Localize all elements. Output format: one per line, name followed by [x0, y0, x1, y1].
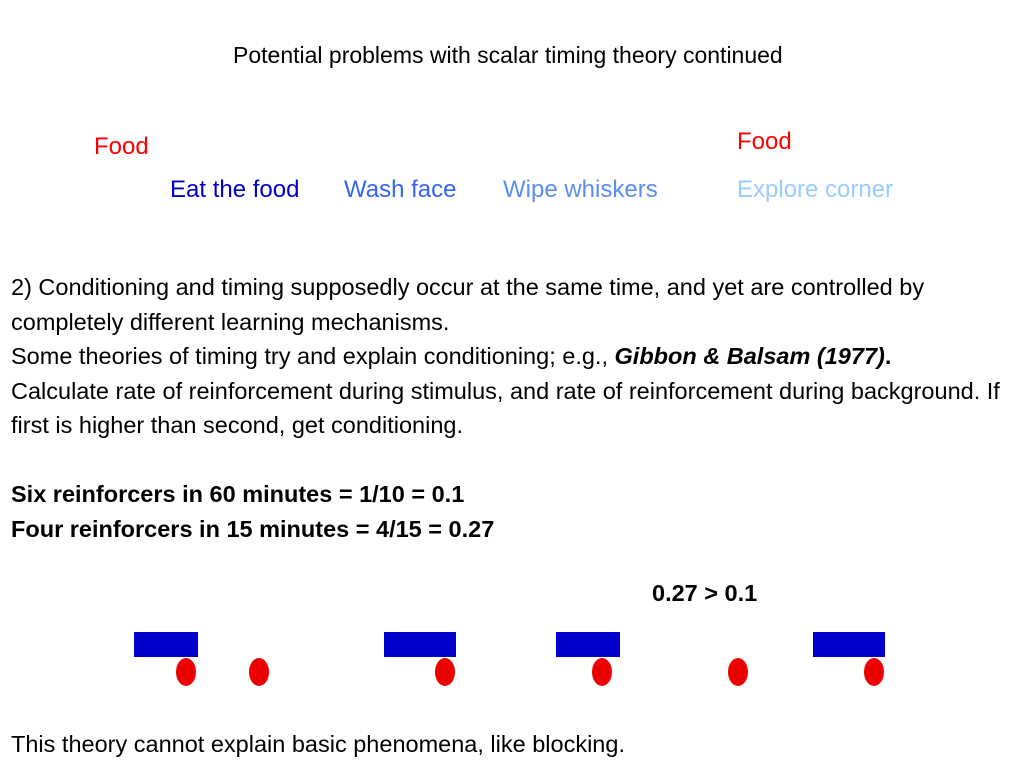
stimulus-bar — [384, 632, 456, 657]
food-label-left: Food — [94, 133, 149, 160]
behavior-eat-the-food: Eat the food — [170, 176, 300, 203]
theories-text: Some theories of timing try and explain … — [11, 339, 1011, 374]
point-2-text: 2) Conditioning and timing supposedly oc… — [11, 274, 925, 335]
behavior-wash-face: Wash face — [344, 176, 457, 203]
reinforcer-dot — [592, 658, 612, 686]
calculate-text: Calculate rate of reinforcement during s… — [11, 377, 1000, 439]
stimulus-bar — [813, 632, 885, 657]
footer-text: This theory cannot explain basic phenome… — [11, 731, 625, 757]
body-text: 2) Conditioning and timing supposedly oc… — [11, 270, 1011, 546]
reinforcer-dot — [435, 658, 455, 686]
spacer — [11, 443, 1011, 478]
theories-prefix: Some theories of timing try and explain … — [11, 343, 615, 369]
six-reinforcers-line: Six reinforcers in 60 minutes = 1/10 = 0… — [11, 481, 465, 507]
stimulus-bar — [556, 632, 620, 657]
behavior-explore-corner: Explore corner — [737, 176, 894, 203]
slide-title: Potential problems with scalar timing th… — [233, 42, 783, 68]
reinforcer-dot — [249, 658, 269, 686]
behavior-wipe-whiskers: Wipe whiskers — [503, 176, 658, 203]
stimulus-bar — [134, 632, 198, 657]
citation-period: . — [884, 343, 892, 369]
four-reinforcers-line: Four reinforcers in 15 minutes = 4/15 = … — [11, 515, 495, 542]
food-label-right: Food — [737, 128, 792, 155]
citation-gibbon-balsam: Gibbon & Balsam (1977) — [614, 343, 885, 369]
rate-comparison: 0.27 > 0.1 — [652, 580, 758, 606]
reinforcer-dot — [728, 658, 748, 686]
reinforcer-dot — [176, 658, 196, 686]
reinforcer-dot — [864, 658, 884, 686]
